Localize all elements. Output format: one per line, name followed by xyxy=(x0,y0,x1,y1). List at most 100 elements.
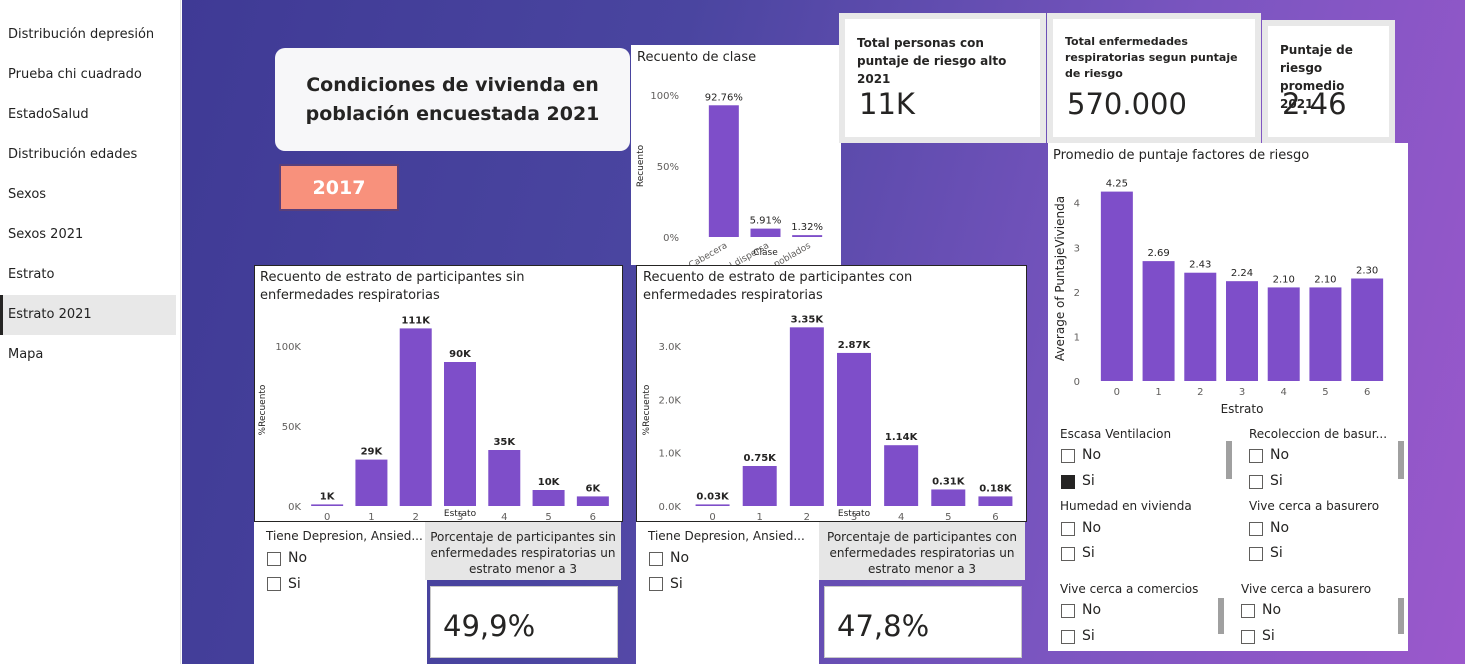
x-tick-label: 5 xyxy=(945,512,951,521)
depresion-left-no-checkbox[interactable] xyxy=(267,552,281,566)
bar xyxy=(837,352,871,506)
nav-distribucion-edades[interactable]: Distribución edades xyxy=(8,147,138,162)
page-title: Condiciones de vivienda en población enc… xyxy=(275,48,630,151)
data-label: 0.31K xyxy=(932,476,966,487)
basurero2-scrollbar[interactable] xyxy=(1398,598,1404,634)
basurero2-no-checkbox[interactable] xyxy=(1241,604,1255,618)
bar xyxy=(1351,278,1384,381)
basurero-si-checkbox[interactable] xyxy=(1249,547,1263,561)
data-label: 92.76% xyxy=(705,92,743,103)
data-label: 2.10 xyxy=(1273,274,1295,285)
ventilacion-si-checkbox[interactable] xyxy=(1061,475,1075,489)
x-tick-label: 6 xyxy=(992,512,998,521)
data-label: 2.69 xyxy=(1147,248,1169,259)
y-tick-label: 100K xyxy=(275,342,301,353)
pct-sin-value: 49,9% xyxy=(430,586,618,658)
basurero2-si-checkbox[interactable] xyxy=(1241,630,1255,644)
promedio-chart: 0 1 2 3 4 4.25 0 2.69 1 2.43 2 2.24 3 2.10 4 2.10 5 2.30 6… xyxy=(1053,179,1384,416)
ventilacion-no-label: No xyxy=(1082,447,1102,463)
bar xyxy=(742,466,777,506)
comercios-si-checkbox[interactable] xyxy=(1061,630,1075,644)
x-axis-title: Estrato xyxy=(838,509,871,519)
bar xyxy=(750,228,781,237)
recoleccion-no-checkbox[interactable] xyxy=(1249,449,1263,463)
year-2017-button[interactable]: 2017 xyxy=(279,164,399,211)
x-axis-title: Clase xyxy=(753,248,778,258)
data-label: 2.30 xyxy=(1356,266,1378,277)
depresion-right-no-label: No xyxy=(670,550,690,566)
bar xyxy=(1100,191,1133,381)
depresion-slicer-left-title: Tiene Depresion, Ansied... xyxy=(266,529,423,543)
y-tick-label: 0 xyxy=(1074,377,1080,388)
bar xyxy=(488,450,521,506)
ventilacion-scrollbar[interactable] xyxy=(1226,441,1232,479)
data-label: 0.18K xyxy=(979,483,1013,494)
x-tick-label: Cabecera xyxy=(687,241,729,265)
recoleccion-si-label: Si xyxy=(1270,473,1283,489)
humedad-si-checkbox[interactable] xyxy=(1061,547,1075,561)
basurero2-no-label: No xyxy=(1262,602,1282,618)
x-tick-label: 3 xyxy=(851,512,857,521)
bar xyxy=(355,459,388,506)
y-axis-title: Average of PuntajeVivienda xyxy=(1053,196,1067,361)
y-tick-label: 4 xyxy=(1074,199,1080,210)
x-tick-label: 1 xyxy=(757,512,763,521)
promedio-chart-title: Promedio de puntaje factores de riesgo xyxy=(1053,148,1310,163)
nav-sexos[interactable]: Sexos xyxy=(8,187,47,202)
nav-estrato-2021[interactable]: Estrato 2021 xyxy=(0,295,176,335)
recoleccion-slicer-title: Recoleccion de basur... xyxy=(1249,427,1388,441)
nav-estado-salud[interactable]: EstadoSalud xyxy=(8,107,89,122)
pct-con-label: Porcentaje de participantes con enfermed… xyxy=(819,522,1025,580)
data-label: 29K xyxy=(361,447,384,458)
x-axis-title: Estrato xyxy=(444,509,477,519)
kpi-enfermedades-value: 570.000 xyxy=(1067,87,1187,121)
basurero-no-checkbox[interactable] xyxy=(1249,522,1263,536)
pct-con-value: 47,8% xyxy=(824,586,1022,658)
report-canvas: Condiciones de vivienda en población enc… xyxy=(182,0,1465,664)
ventilacion-no-checkbox[interactable] xyxy=(1061,449,1075,463)
nav-distribucion-depresion[interactable]: Distribución depresión xyxy=(8,27,155,42)
kpi-enfermedades-card: Total enfermedades respiratorias segun p… xyxy=(1047,13,1261,143)
x-tick-label: 3 xyxy=(457,512,463,521)
depresion-left-si-checkbox[interactable] xyxy=(267,577,281,591)
y-tick-label: 100% xyxy=(650,91,679,102)
kpi-riesgo-alto-value: 11K xyxy=(859,87,915,121)
bar xyxy=(1142,261,1175,381)
y-tick-label: 50K xyxy=(282,422,302,433)
recoleccion-scrollbar[interactable] xyxy=(1398,441,1404,479)
humedad-si-label: Si xyxy=(1082,545,1095,561)
y-axis-title: %Recuento xyxy=(642,384,652,435)
x-tick-label: 0 xyxy=(1114,387,1120,398)
nav-prueba-chi-cuadrado[interactable]: Prueba chi cuadrado xyxy=(8,67,142,82)
depresion-slicer-right-title: Tiene Depresion, Ansied... xyxy=(648,529,805,543)
comercios-no-checkbox[interactable] xyxy=(1061,604,1075,618)
kpi-promedio-value: 2.46 xyxy=(1282,87,1347,121)
clase-chart-title: Recuento de clase xyxy=(637,50,757,65)
nav-mapa[interactable]: Mapa xyxy=(8,347,44,362)
y-tick-label: 0K xyxy=(288,502,301,513)
y-axis-title: Recuento xyxy=(636,144,646,187)
x-tick-label: 4 xyxy=(1281,387,1287,398)
humedad-slicer-title: Humedad en vivienda xyxy=(1060,499,1192,513)
nav-estrato[interactable]: Estrato xyxy=(8,267,55,282)
con-enfermedades-chart-title: Recuento de estrato de participantes con… xyxy=(643,270,913,303)
comercios-si-label: Si xyxy=(1082,628,1095,644)
depresion-left-si-label: Si xyxy=(288,576,301,592)
pct-sin-label: Porcentaje de participantes sin enfermed… xyxy=(425,522,621,580)
nav-sexos-2021[interactable]: Sexos 2021 xyxy=(8,227,84,242)
comercios-scrollbar[interactable] xyxy=(1218,598,1224,634)
data-label: 111K xyxy=(401,315,431,326)
factores-slicers-panel-bottom: Vive cerca a comercios No Si Vive cerca … xyxy=(1048,576,1408,651)
data-label: 0.75K xyxy=(744,453,778,464)
y-tick-label: 0% xyxy=(663,233,679,244)
y-tick-label: 50% xyxy=(657,162,679,173)
depresion-right-si-checkbox[interactable] xyxy=(649,577,663,591)
depresion-right-no-checkbox[interactable] xyxy=(649,552,663,566)
recoleccion-no-label: No xyxy=(1270,447,1290,463)
bar xyxy=(1309,287,1342,381)
recoleccion-si-checkbox[interactable] xyxy=(1249,475,1263,489)
x-tick-label: 2 xyxy=(804,512,810,521)
x-tick-label: 4 xyxy=(898,512,904,521)
ventilacion-slicer-title: Escasa Ventilacion xyxy=(1060,427,1172,441)
humedad-no-checkbox[interactable] xyxy=(1061,522,1075,536)
